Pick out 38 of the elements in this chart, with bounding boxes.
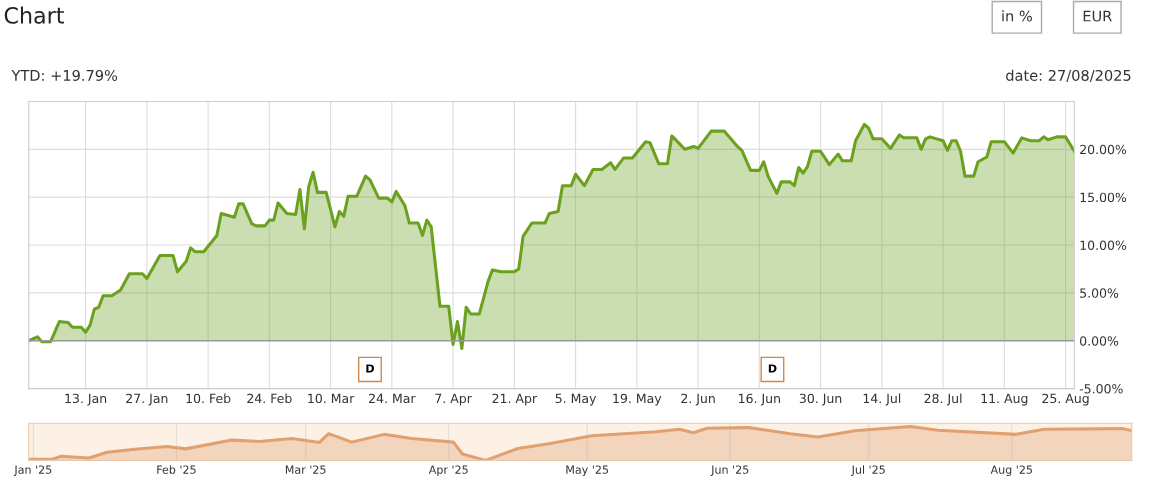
x-tick-label: Apr '25 [428, 465, 468, 476]
x-tick-label: Aug '25 [990, 465, 1033, 476]
x-tick-label: 21. Apr [492, 393, 538, 406]
x-tick-label: 24. Feb [247, 393, 292, 404]
x-tick-label: May '25 [566, 465, 609, 476]
x-tick-label: 10. Feb [186, 393, 231, 404]
x-tick-label: 5. May [555, 393, 597, 406]
x-tick-label: Jan '25 [13, 465, 52, 476]
x-tick-label: 27. Jan [126, 393, 168, 406]
y-tick-label: 20.00% [1080, 144, 1127, 155]
x-tick-label: 28. Jul [924, 393, 962, 406]
annotation: D [366, 364, 374, 373]
x-tick-label: 24. Mar [369, 393, 416, 404]
y-tick-label: 5.00% [1080, 288, 1119, 298]
text: in % [1002, 10, 1032, 22]
y-tick-label: 15.00% [1080, 192, 1127, 203]
x-tick-label: 2. Jun [681, 393, 715, 406]
x-tick-label: 13. Jan [65, 393, 107, 406]
x-tick-label: 25. Aug [1042, 393, 1089, 406]
chart-title: Chart [4, 6, 64, 24]
x-tick-label: Mar '25 [285, 465, 326, 474]
x-tick-label: 14. Jul [863, 393, 901, 406]
y-tick-label: 0.00% [1080, 336, 1119, 346]
x-tick-label: Feb '25 [157, 465, 196, 474]
x-tick-label: 7. Apr [435, 393, 472, 406]
x-tick-label: Jun '25 [710, 465, 749, 476]
text: EUR [1083, 10, 1112, 22]
text: date: 27/08/2025 [1006, 69, 1131, 83]
y-tick-label: 10.00% [1080, 240, 1127, 250]
x-tick-label: Jul '25 [851, 465, 885, 476]
x-tick-label: 16. Jun [739, 393, 780, 406]
y-tick-label: -5.00% [1079, 384, 1123, 394]
annotation: D [768, 364, 777, 373]
x-tick-label: 30. Jun [799, 393, 842, 406]
x-tick-label: 10. Mar [308, 393, 355, 404]
x-tick-label: 19. May [613, 393, 662, 406]
x-tick-label: 11. Aug [981, 393, 1028, 406]
text: YTD: +19.79% [11, 69, 118, 81]
